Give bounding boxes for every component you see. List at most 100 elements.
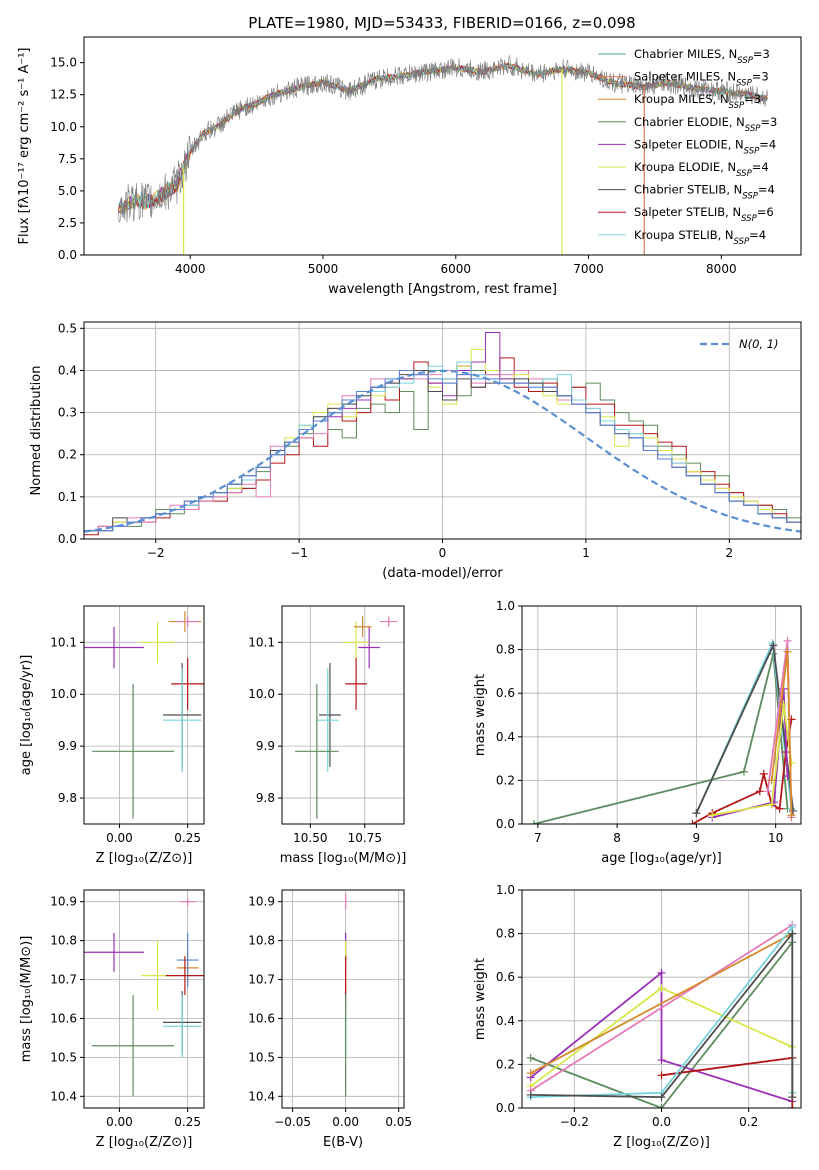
mass-vs-Z-xtick-label: 0.00 <box>106 1115 133 1129</box>
mass-weight-series-line <box>530 924 793 1092</box>
mass-weight-marker <box>787 758 796 767</box>
mass-weight-marker <box>657 1093 666 1102</box>
mass-weight-marker <box>783 647 792 656</box>
residuals-axes <box>84 322 801 540</box>
mass-weight-marker <box>708 811 717 820</box>
age-vs-mass-ytick-label: 10.1 <box>248 635 275 649</box>
mass-vs-Z-ytick-label: 10.6 <box>50 1011 77 1025</box>
mass-vs-EBV-xtick-label: 0.00 <box>332 1115 359 1129</box>
mass-weight-series-line <box>530 932 793 1074</box>
mass-vs-EBV-ytick-label: 10.8 <box>248 934 275 948</box>
residuals-ylabel: Normed distribution <box>29 366 44 496</box>
mass-vs-EBV-ytick-label: 10.7 <box>248 973 275 987</box>
mass-weight-vs-Z-xtick-label: 0.2 <box>739 1115 758 1129</box>
legend-entry-label: N(0, 1) <box>739 337 779 351</box>
mass-weight-vs-Z-ylabel: mass weight <box>473 958 488 1040</box>
mass-weight-vs-age-xtick-label: 8 <box>613 831 621 845</box>
errorbar-point <box>345 657 367 710</box>
residuals-frame <box>83 321 802 540</box>
age-vs-Z-xtick-label: 0.25 <box>174 831 201 845</box>
errorbar-point <box>176 932 199 988</box>
age-vs-Z-ytick-label: 9.9 <box>58 739 77 753</box>
mass-weight-vs-Z-ytick-label: 0.0 <box>496 1101 515 1115</box>
mass-weight-series-line <box>530 970 793 1103</box>
spectrum-xtick-label: 6000 <box>441 262 472 276</box>
age-vs-Z-xtick-label: 0.00 <box>106 831 133 845</box>
residuals-xtick-label: 1 <box>582 546 590 560</box>
mass-weight-series-line <box>530 941 794 1108</box>
mass-weight-vs-age-xlabel: age [log₁₀(age/yr)] <box>601 851 722 866</box>
mass-vs-EBV-axes <box>282 890 404 1108</box>
mass-weight-marker <box>788 929 797 938</box>
residuals-xlabel: (data-model)/error <box>382 566 503 581</box>
age-vs-Z-plot-area <box>84 611 204 819</box>
mass-weight-marker <box>759 769 768 778</box>
spectrum-plot-area <box>118 54 768 255</box>
errorbar-point <box>84 932 144 972</box>
mass-weight-marker <box>657 1056 666 1065</box>
mass-weight-marker <box>769 641 778 650</box>
mass-vs-EBV-xlabel: E(B-V) <box>323 1135 363 1150</box>
mass-weight-marker <box>755 787 764 796</box>
residual-histogram-series <box>84 357 801 536</box>
mass-weight-marker <box>775 804 784 813</box>
mass-weight-series-line <box>712 703 793 817</box>
age-vs-Z-frame <box>83 605 205 825</box>
spectrum-xtick-label: 8000 <box>706 262 737 276</box>
errorbar-point <box>141 621 174 664</box>
spectrum-xlabel: wavelength [Angstrom, rest frame] <box>328 282 557 297</box>
mass-weight-vs-age-ytick-label: 0.8 <box>496 643 515 657</box>
age-vs-mass-frame <box>281 605 405 825</box>
residuals-xtick-label: 0 <box>439 546 447 560</box>
mass-weight-vs-Z-ytick-label: 0.8 <box>496 927 515 941</box>
mass-vs-Z-ytick-label: 10.4 <box>50 1089 77 1103</box>
mass-weight-marker <box>657 984 666 993</box>
errorbar-point <box>316 668 339 773</box>
residual-histogram-series <box>84 369 801 532</box>
age-vs-mass-ytick-label: 9.8 <box>256 791 275 805</box>
errorbar-point <box>92 683 174 819</box>
legend-entry-label: Kroupa STELIB, NSSP=4 <box>634 228 766 247</box>
mass-weight-vs-Z-plot-area <box>526 920 797 1108</box>
residuals-xtick-label: −2 <box>147 546 165 560</box>
errorbar-point <box>353 616 372 638</box>
age-vs-Z-ytick-label: 10.0 <box>50 687 77 701</box>
age-vs-Z-xlabel: Z [log₁₀(Z/Z⊙)] <box>96 851 193 866</box>
age-vs-Z-axes <box>84 606 204 824</box>
age-vs-mass-axes <box>282 606 404 824</box>
mass-weight-vs-Z-xtick-label: 0.0 <box>652 1115 671 1129</box>
spectrum-ytick-label: 5.0 <box>58 184 77 198</box>
mass-weight-vs-age-xtick-label: 10 <box>768 831 783 845</box>
mass-weight-marker <box>657 1071 666 1080</box>
mass-weight-marker <box>529 820 538 824</box>
mass-weight-vs-Z-xlabel: Z [log₁₀(Z/Z⊙)] <box>613 1135 710 1150</box>
mass-vs-Z-axes <box>84 890 204 1108</box>
mass-vs-Z-ytick-label: 10.9 <box>50 895 77 909</box>
mass-vs-EBV-ytick-label: 10.9 <box>248 895 275 909</box>
legend-entry-label: Chabrier MILES, NSSP=3 <box>634 47 770 66</box>
spectrum-xtick-label: 4000 <box>175 262 206 276</box>
errorbar-point <box>319 663 341 767</box>
errorbar-point <box>380 616 398 627</box>
mass-weight-vs-age-xtick-label: 7 <box>534 831 542 845</box>
normal-distribution-curve <box>84 369 801 533</box>
mass-vs-EBV-ytick-label: 10.5 <box>248 1050 275 1064</box>
mass-vs-Z-frame <box>83 889 205 1109</box>
mass-vs-EBV-xtick-label: 0.05 <box>385 1115 412 1129</box>
errorbar-point <box>163 668 202 773</box>
residuals-ytick-label: 0.4 <box>58 363 77 377</box>
errorbar-point <box>179 897 196 906</box>
age-vs-mass-xlabel: mass [log₁₀(M/M⊙)] <box>280 851 407 866</box>
age-vs-mass-xtick-label: 10.75 <box>348 831 382 845</box>
mass-vs-Z-xlabel: Z [log₁₀(Z/Z⊙)] <box>96 1135 193 1150</box>
mass-vs-EBV-ytick-label: 10.6 <box>248 1011 275 1025</box>
mass-vs-Z-ytick-label: 10.5 <box>50 1050 77 1064</box>
mass-weight-vs-Z-ytick-label: 0.2 <box>496 1057 515 1071</box>
mass-weight-vs-Z-ytick-label: 0.4 <box>496 1014 515 1028</box>
legend-entry-label: Salpeter MILES, NSSP=3 <box>634 70 769 89</box>
spectrum-xtick-label: 5000 <box>308 262 339 276</box>
age-vs-Z-ylabel: age [log₁₀(age/yr)] <box>19 655 34 776</box>
mass-weight-marker <box>783 636 792 645</box>
mass-vs-Z-ylabel: mass [log₁₀(M/M⊙)] <box>19 936 34 1063</box>
spectrum-legend: Chabrier MILES, NSSP=3 Salpeter MILES, NS… <box>598 47 777 247</box>
